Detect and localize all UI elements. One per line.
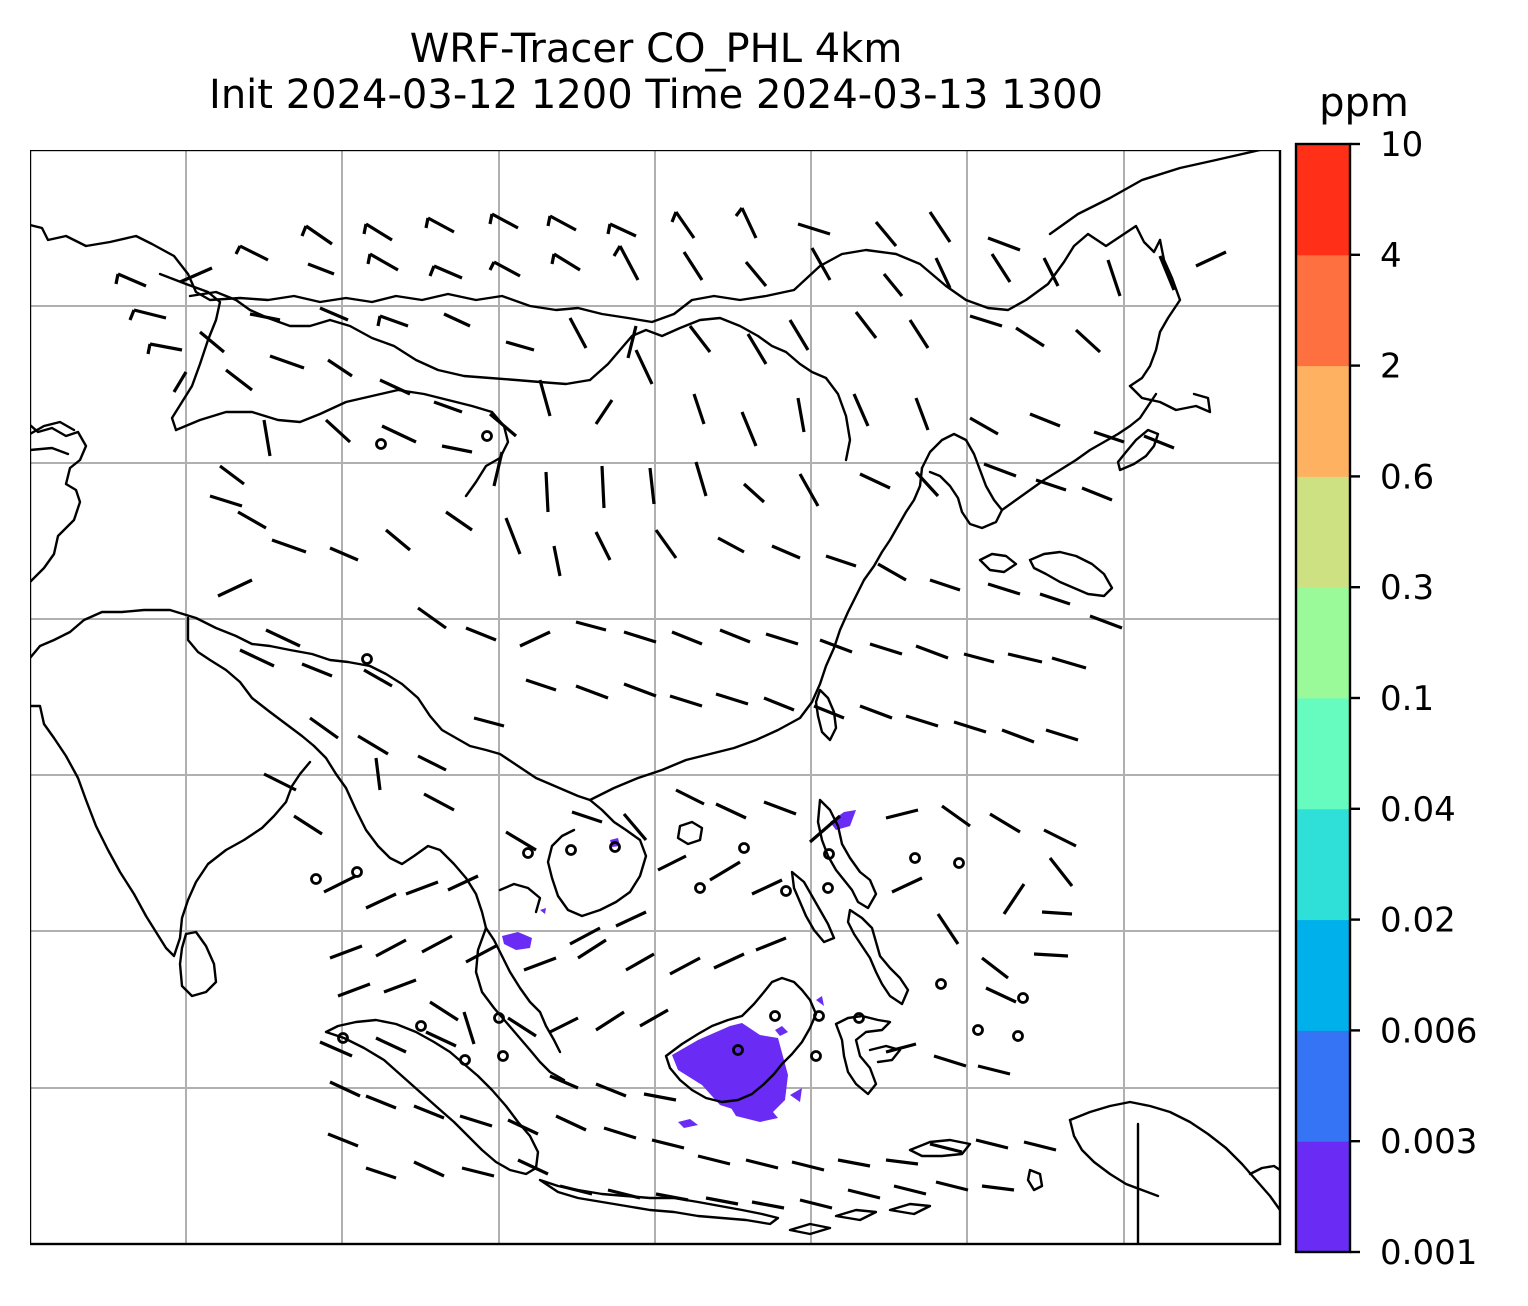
colorbar-swatch bbox=[1296, 476, 1350, 588]
lat-lon-gridlines bbox=[30, 150, 1280, 1244]
calm-wind-markers bbox=[310, 430, 1029, 1066]
colorbar-swatch bbox=[1296, 587, 1350, 699]
title-line-2: Init 2024-03-12 1200 Time 2024-03-13 130… bbox=[209, 72, 1103, 118]
colorbar-swatch bbox=[1296, 1141, 1350, 1253]
colorbar-tick-label: 10 bbox=[1380, 125, 1423, 165]
colorbar-swatch bbox=[1296, 254, 1350, 367]
colorbar-tick-label: 2 bbox=[1380, 347, 1402, 387]
wind-barbs bbox=[114, 207, 1227, 1210]
title-line-1: WRF-Tracer CO_PHL 4km bbox=[409, 26, 903, 72]
colorbar-tick-label: 0.003 bbox=[1380, 1122, 1477, 1162]
colorbar-tick-label: 0.04 bbox=[1380, 790, 1456, 830]
colorbar-swatch bbox=[1296, 698, 1350, 810]
colorbar-swatches bbox=[1296, 144, 1350, 1253]
colorbar-tick-label: 0.006 bbox=[1380, 1011, 1477, 1051]
colorbar-swatch bbox=[1296, 919, 1350, 1031]
colorbar-tick-label: 0.6 bbox=[1380, 457, 1434, 497]
colorbar-ticks: 0.001 0.003 0.006 0.02 0.04 0.1 0.3 0.6 2 4 10 bbox=[1350, 125, 1477, 1273]
colorbar-swatch bbox=[1296, 365, 1350, 477]
colorbar-swatch bbox=[1296, 808, 1350, 921]
colorbar-tick-label: 0.3 bbox=[1380, 568, 1434, 608]
colorbar-swatch bbox=[1296, 144, 1350, 256]
colorbar-unit-label: ppm bbox=[1319, 80, 1409, 126]
map-title: WRF-Tracer CO_PHL 4km Init 2024-03-12 12… bbox=[30, 26, 1282, 118]
colorbar-swatch bbox=[1296, 1030, 1350, 1142]
colorbar-tick-label: 0.001 bbox=[1380, 1233, 1477, 1273]
map-panel bbox=[30, 150, 1282, 1246]
colorbar: ppm 0.001 0.003 0.006 0.02 0.04 0.1 0.3 0.6 2 4 10 bbox=[1294, 80, 1477, 1273]
colorbar-tick-label: 0.1 bbox=[1380, 679, 1434, 719]
colorbar-tick-label: 0.02 bbox=[1380, 901, 1456, 941]
colorbar-tick-label: 4 bbox=[1380, 236, 1402, 276]
